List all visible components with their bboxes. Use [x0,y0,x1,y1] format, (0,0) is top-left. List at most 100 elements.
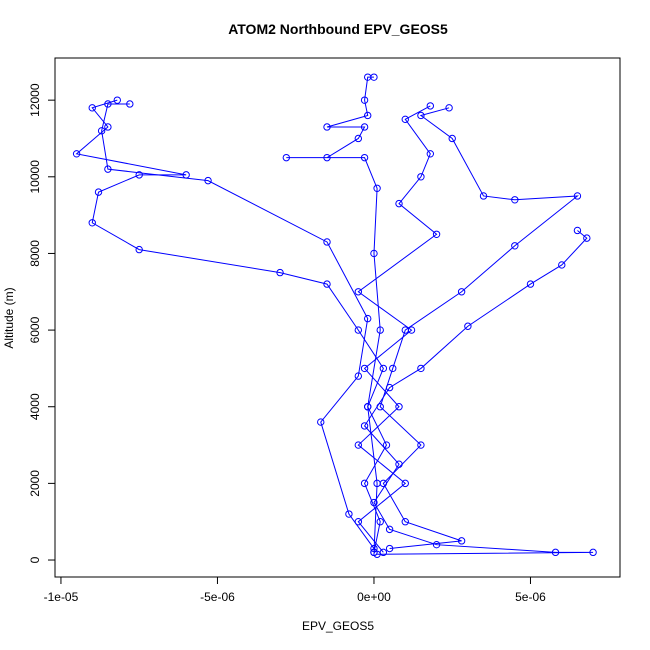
data-point [354,518,363,526]
data-point [364,403,372,411]
data-point [364,314,372,323]
data-point [360,96,369,104]
data-point [72,150,81,158]
data-point [323,123,331,131]
data-point [370,498,378,507]
data-point [417,364,425,373]
data-point [401,518,409,526]
data-point [104,100,112,108]
data-point [389,364,397,373]
data-point [417,173,425,181]
data-point [354,288,363,296]
series-line [363,230,594,555]
data-point [426,102,435,110]
data-point [479,192,488,200]
data-point [376,326,384,334]
y-tick-label: 12000 [28,83,42,117]
data-point [526,280,535,288]
data-point [382,441,391,449]
data-point [373,184,381,192]
data-point [573,192,582,200]
data-point [276,268,284,277]
series-line [357,105,438,553]
data-point [401,479,409,488]
data-point [457,537,466,545]
data-point [426,150,435,158]
data-point [354,372,363,380]
series-line [286,76,381,553]
data-point [204,176,212,185]
data-point [323,153,331,162]
data-point [432,540,441,549]
data-point [417,111,425,120]
data-point [379,364,388,373]
data-point [511,196,519,204]
data-point [323,280,331,288]
data-point [360,153,369,162]
data-point [589,548,597,557]
data-point [573,226,582,235]
data-point [407,326,416,334]
data-point [558,261,566,269]
data-point [345,510,353,518]
data-point [432,230,441,238]
data-point [135,245,143,254]
data-point [126,100,134,108]
data-point [370,548,378,557]
data-point [360,123,369,131]
data-point [94,188,103,196]
x-axis-label: EPV_GEOS5 [302,619,374,633]
y-tick-label: 6000 [28,316,42,343]
x-tick-label: -5e-06 [200,590,235,604]
series-line [75,99,388,553]
data-point [583,234,591,242]
data-point [448,134,456,143]
data-point [104,165,112,173]
data-point [401,115,409,124]
data-point [379,548,388,557]
data-point [354,441,363,449]
x-tick-label: 0e+00 [357,590,391,604]
data-point [464,322,472,330]
data-point [376,518,384,526]
x-tick-label: 5e-06 [515,590,546,604]
y-tick-label: 0 [28,556,42,563]
data-point [370,249,378,258]
y-tick-label: 4000 [28,393,42,420]
data-point [354,326,363,334]
data-point [364,111,372,120]
series-line [379,107,579,550]
y-axis-label: Altitude (m) [2,287,16,348]
chart-title: ATOM2 Northbound EPV_GEOS5 [228,21,448,37]
data-point [323,238,331,246]
x-tick-label: -1e-05 [44,590,79,604]
data-point [445,104,453,112]
data-point [395,403,403,411]
data-point [395,199,403,208]
data-point [551,548,560,557]
data-point [373,479,381,488]
data-point [360,479,369,488]
y-tick-label: 2000 [28,470,42,497]
data-point [113,96,121,104]
data-point [417,441,425,449]
data-point [354,134,363,143]
data-point [370,73,378,81]
data-point [88,219,96,227]
y-tick-label: 8000 [28,240,42,267]
data-point [88,104,96,112]
data-point [360,364,369,373]
data-point [135,171,143,179]
data-point [385,525,394,534]
data-point [97,127,106,135]
series-line [101,103,375,549]
data-point [360,422,369,430]
data-point [385,544,394,553]
data-point [282,153,291,162]
y-tick-label: 10000 [28,160,42,194]
data-point [511,242,519,250]
data-point [457,288,466,296]
data-point [317,418,325,426]
